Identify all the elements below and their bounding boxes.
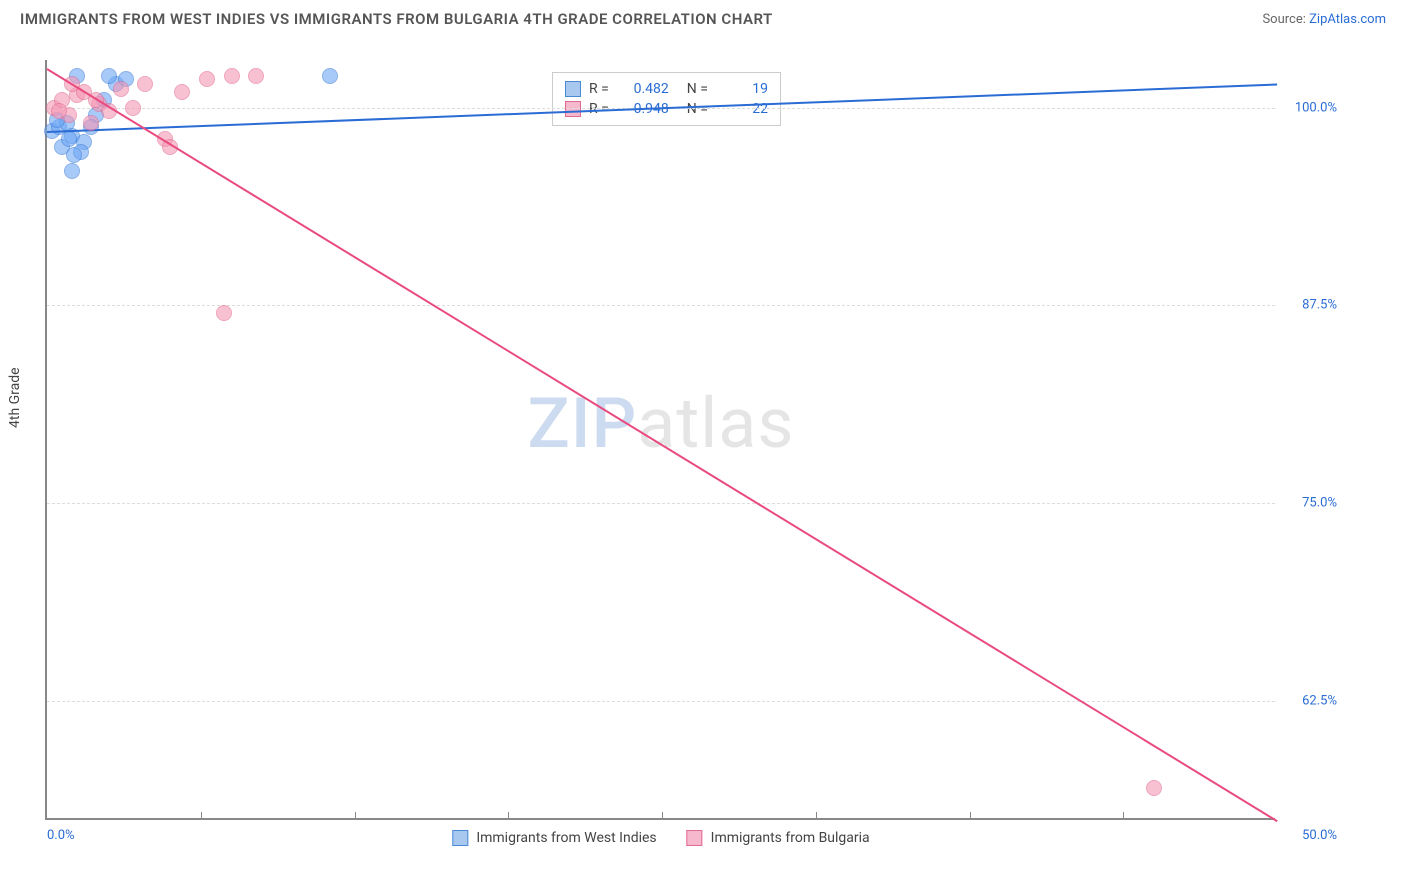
scatter-point	[137, 76, 153, 92]
y-axis-label: 4th Grade	[7, 367, 23, 428]
stats-row-blue: R = 0.482 N = 19	[565, 79, 768, 99]
y-tick-label: 100.0%	[1295, 100, 1337, 115]
stats-legend: R = 0.482 N = 19 R = -0.948 N = 22	[552, 72, 781, 126]
x-tick-max: 50.0%	[1302, 828, 1337, 843]
scatter-point	[66, 147, 82, 163]
scatter-point	[248, 68, 264, 84]
scatter-point	[51, 103, 67, 119]
source-link[interactable]: ZipAtlas.com	[1309, 12, 1386, 27]
scatter-point	[216, 305, 232, 321]
legend-swatch-pink	[687, 830, 703, 846]
scatter-point	[224, 68, 240, 84]
gridline-h	[47, 503, 1275, 504]
x-minor-tick	[508, 812, 509, 820]
watermark: ZIPatlas	[528, 383, 795, 465]
y-tick-label: 87.5%	[1302, 298, 1337, 313]
legend-swatch-blue	[565, 81, 581, 97]
gridline-h	[47, 305, 1275, 306]
scatter-point	[199, 71, 215, 87]
plot-area: ZIPatlas R = 0.482 N = 19 R = -0.948 N =…	[45, 60, 1275, 820]
legend-item-bulgaria: Immigrants from Bulgaria	[687, 830, 870, 846]
x-minor-tick	[1123, 812, 1124, 820]
scatter-point	[64, 163, 80, 179]
scatter-point	[174, 84, 190, 100]
scatter-point	[1146, 780, 1162, 796]
legend-swatch-blue	[452, 830, 468, 846]
x-minor-tick	[816, 812, 817, 820]
y-tick-label: 62.5%	[1302, 694, 1337, 709]
trend-line	[46, 68, 1277, 822]
scatter-point	[61, 131, 77, 147]
legend-swatch-pink	[565, 101, 581, 117]
scatter-point	[125, 100, 141, 116]
scatter-point	[113, 81, 129, 97]
y-tick-label: 75.0%	[1302, 496, 1337, 511]
x-minor-tick	[970, 812, 971, 820]
chart-title: IMMIGRANTS FROM WEST INDIES VS IMMIGRANT…	[20, 10, 773, 28]
legend-item-west-indies: Immigrants from West Indies	[452, 830, 656, 846]
scatter-point	[83, 115, 99, 131]
gridline-h	[47, 701, 1275, 702]
x-tick-min: 0.0%	[47, 828, 75, 843]
x-minor-tick	[662, 812, 663, 820]
source-attribution: Source: ZipAtlas.com	[1262, 12, 1386, 27]
correlation-chart: 4th Grade ZIPatlas R = 0.482 N = 19 R = …	[45, 50, 1345, 830]
series-legend: Immigrants from West Indies Immigrants f…	[452, 830, 869, 846]
x-minor-tick	[201, 812, 202, 820]
scatter-point	[101, 68, 117, 84]
scatter-point	[322, 68, 338, 84]
x-minor-tick	[355, 812, 356, 820]
